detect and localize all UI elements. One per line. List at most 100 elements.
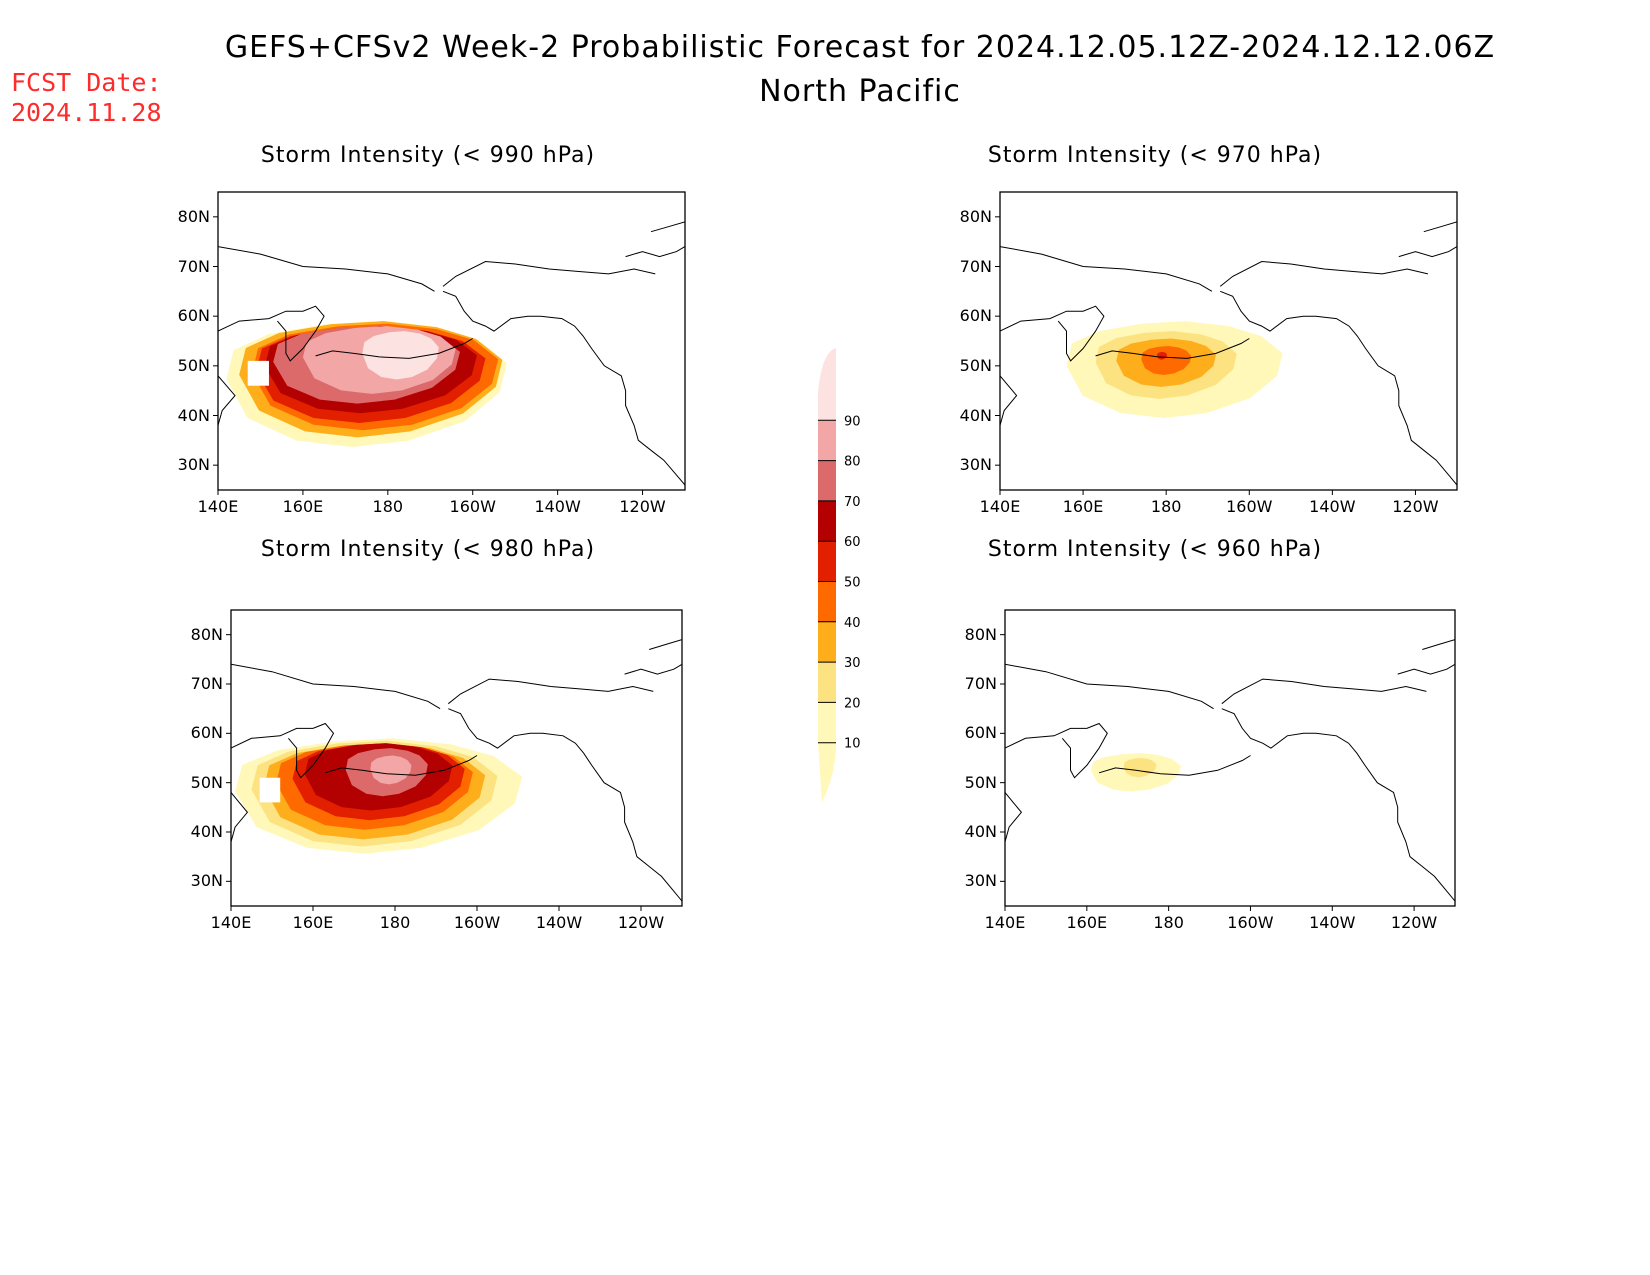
coastline bbox=[218, 375, 236, 426]
colorbar-label: 50 bbox=[844, 576, 861, 591]
colorbar-label: 10 bbox=[844, 737, 861, 752]
colorbar-swatch bbox=[818, 420, 836, 461]
lat-label: 30N bbox=[964, 871, 997, 891]
coastline bbox=[448, 708, 682, 902]
colorbar-label: 70 bbox=[844, 495, 861, 510]
panel-title-960: Storm Intensity (< 960 hPa) bbox=[987, 537, 1323, 562]
colorbar-label: 90 bbox=[844, 414, 861, 429]
coastline bbox=[218, 246, 435, 292]
fcst-date-value: 2024.11.28 bbox=[11, 98, 162, 127]
lat-label: 40N bbox=[964, 822, 997, 841]
lat-label: 40N bbox=[959, 405, 992, 425]
lat-label: 40N bbox=[190, 822, 223, 841]
lat-label: 30N bbox=[190, 871, 223, 891]
coastline bbox=[325, 755, 478, 776]
coastline bbox=[624, 663, 682, 675]
colorbar-swatch bbox=[818, 662, 836, 703]
panel-title-970: Storm Intensity (< 970 hPa) bbox=[987, 143, 1323, 168]
lon-label: 140E bbox=[979, 497, 1021, 516]
coastline bbox=[1005, 663, 1214, 710]
lat-label: 60N bbox=[964, 723, 997, 743]
colorbar-label: 30 bbox=[844, 656, 861, 671]
coastline bbox=[650, 221, 685, 233]
panel-title-990: Storm Intensity (< 990 hPa) bbox=[260, 143, 596, 168]
lat-label: 30N bbox=[959, 455, 992, 475]
lat-label: 50N bbox=[190, 772, 223, 792]
coastline bbox=[442, 260, 656, 287]
coastline bbox=[1398, 246, 1457, 258]
colorbar-swatch bbox=[818, 621, 836, 663]
lat-label: 60N bbox=[959, 306, 992, 326]
coastline bbox=[231, 663, 441, 710]
probability-contour-50 bbox=[1157, 351, 1167, 360]
lon-label: 180 bbox=[379, 913, 411, 932]
lon-label: 180 bbox=[1153, 913, 1184, 932]
lon-label: 160W bbox=[1227, 913, 1274, 932]
fcst-date-label: FCST Date: bbox=[11, 68, 162, 97]
coastline bbox=[1219, 260, 1429, 287]
lon-label: 140E bbox=[197, 497, 239, 516]
lon-label: 160W bbox=[449, 497, 496, 516]
colorbar-swatch bbox=[818, 500, 836, 542]
lat-label: 40N bbox=[177, 405, 210, 425]
map-panel-p960 bbox=[1000, 609, 1456, 911]
lon-label: 160E bbox=[1066, 913, 1108, 932]
lon-label: 140E bbox=[210, 913, 252, 932]
map-frame bbox=[999, 191, 1458, 491]
coastline bbox=[442, 290, 685, 486]
lon-label: 120W bbox=[617, 913, 665, 932]
colorbar-swatch bbox=[818, 742, 836, 803]
map-frame bbox=[217, 191, 686, 491]
lon-label: 160W bbox=[453, 913, 501, 932]
colorbar-swatch bbox=[818, 581, 836, 622]
lon-label: 140W bbox=[1309, 497, 1356, 516]
colorbar-swatch bbox=[818, 702, 836, 743]
masked-cell bbox=[259, 777, 281, 803]
probability-contour-90 bbox=[362, 331, 439, 380]
coastline bbox=[1005, 722, 1108, 779]
lat-label: 60N bbox=[177, 306, 210, 326]
coastline bbox=[231, 792, 249, 843]
main-title: GEFS+CFSv2 Week-2 Probabilistic Forecast… bbox=[224, 30, 1496, 65]
lon-label: 140E bbox=[984, 913, 1026, 932]
coastline bbox=[1000, 305, 1105, 362]
coastline bbox=[1005, 792, 1023, 843]
lat-label: 80N bbox=[959, 206, 992, 226]
colorbar-label: 80 bbox=[844, 455, 861, 470]
coastline bbox=[1095, 338, 1250, 359]
colorbar-swatch bbox=[818, 541, 836, 582]
colorbar-swatch bbox=[818, 348, 836, 421]
lon-label: 120W bbox=[619, 497, 666, 516]
coastline bbox=[1098, 755, 1251, 776]
coastline bbox=[1221, 678, 1427, 705]
coastline bbox=[1422, 639, 1455, 650]
coastline bbox=[447, 678, 654, 705]
lon-label: 160W bbox=[1226, 497, 1273, 516]
lon-label: 120W bbox=[1392, 497, 1439, 516]
lon-label: 140W bbox=[534, 497, 581, 516]
coastline bbox=[649, 639, 682, 650]
lat-label: 80N bbox=[964, 624, 997, 644]
lat-label: 30N bbox=[177, 455, 210, 475]
lon-label: 140W bbox=[535, 913, 583, 932]
coastline bbox=[1221, 708, 1455, 902]
coastline bbox=[1423, 221, 1457, 233]
coastline bbox=[1000, 375, 1018, 426]
lat-label: 70N bbox=[190, 674, 223, 693]
probability-contour-80 bbox=[370, 755, 412, 785]
region-subtitle: North Pacific bbox=[759, 74, 961, 109]
colorbar-label: 40 bbox=[844, 616, 861, 631]
coastline bbox=[231, 722, 335, 779]
lat-label: 50N bbox=[177, 355, 210, 375]
panel-title-980: Storm Intensity (< 980 hPa) bbox=[260, 537, 596, 562]
colorbar: 90 80 70 60 50 40 30 20 10 bbox=[818, 348, 861, 803]
lat-label: 50N bbox=[964, 772, 997, 792]
map-panel-p990 bbox=[213, 191, 686, 495]
map-frame bbox=[230, 609, 683, 907]
lon-label: 180 bbox=[1150, 497, 1182, 516]
lon-label: 140W bbox=[1309, 913, 1356, 932]
coastline bbox=[1000, 246, 1213, 292]
lat-label: 70N bbox=[959, 256, 992, 276]
colorbar-label: 20 bbox=[844, 696, 861, 711]
